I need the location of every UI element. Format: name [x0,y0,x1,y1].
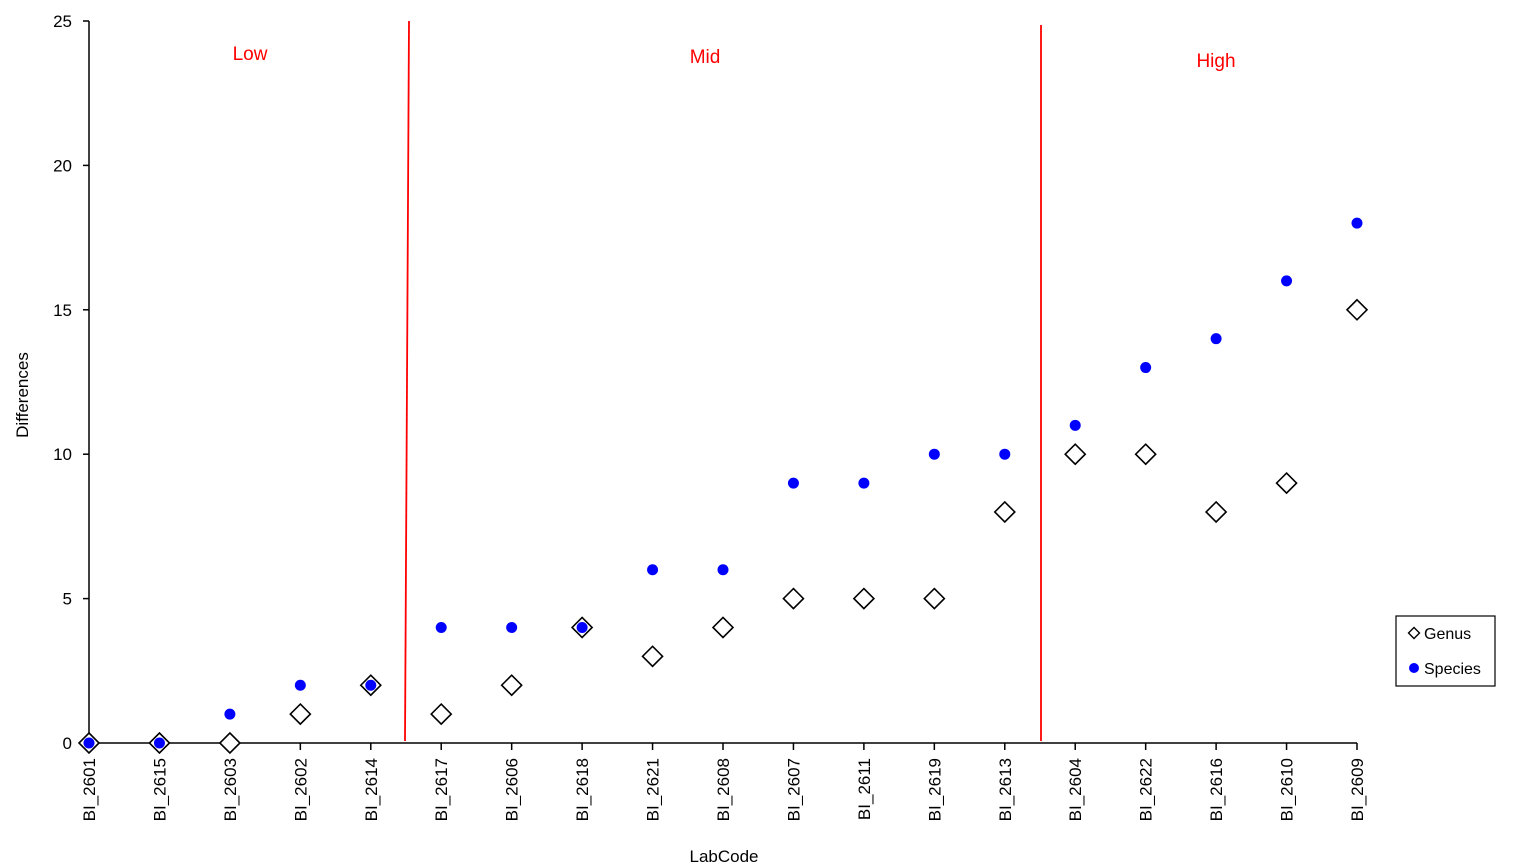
x-tick-label: BI_2619 [925,758,944,821]
species-point [999,448,1011,460]
genus-point [1064,443,1087,466]
x-tick-label: BI_2617 [432,758,451,821]
species-point [1210,333,1222,345]
genus-point [711,616,735,639]
species-point [576,621,588,633]
species-point [928,448,940,460]
region-divider-line [404,20,410,742]
species-point [1351,217,1363,229]
species-point [83,737,95,749]
x-tick-label: BI_2621 [644,758,663,821]
x-tick-label: BI_2622 [1137,758,1156,821]
x-tick-label: BI_2601 [80,758,99,821]
y-tick-label: 5 [63,590,72,609]
axes: 0 5 10 15 20 25 BI_2601 BI_2615 BI_2603 BI_2602 BI… [53,12,1367,821]
species-point [365,679,377,691]
x-tick-label: BI_2603 [221,758,240,821]
y-tick-label: 25 [53,12,72,31]
y-tick-label: 20 [53,156,72,175]
genus-point [430,702,453,726]
x-tick-label: BI_2616 [1207,758,1226,821]
genus-point [993,500,1016,524]
genus-point [1134,443,1157,466]
genus-point [641,645,664,668]
y-tick-label: 15 [53,301,72,320]
genus-point [1204,500,1228,524]
x-tick-label: BI_2613 [996,758,1015,821]
species-point [858,477,870,489]
x-tick-label: BI_2615 [150,758,169,821]
x-tick-label: BI_2611 [855,758,874,820]
region-label-mid: Mid [690,47,721,68]
x-tick-label: BI_2602 [291,758,310,821]
genus-point [500,674,523,697]
x-tick-label: BI_2604 [1066,758,1085,821]
genus-point [923,587,946,610]
species-point [787,477,799,489]
genus-point [1275,471,1298,495]
legend-species-label: Species [1424,661,1481,678]
data-points [77,217,1369,755]
species-point [717,564,729,576]
legend-box [1395,615,1496,687]
legend-genus-marker [1407,626,1421,640]
region-labels: Low Mid High [233,44,1236,72]
genus-point [1345,298,1369,321]
region-dividers [404,20,1042,742]
region-label-high: High [1196,51,1235,72]
species-point [647,564,659,576]
species-point [435,621,447,633]
x-tick-label: BI_2618 [573,758,592,821]
species-point [1140,362,1152,374]
x-tick-label: BI_2607 [784,758,803,821]
legend-species-marker [1409,663,1419,673]
genus-point [852,587,876,610]
x-tick-label: BI_2610 [1278,758,1297,821]
x-tick-label: BI_2609 [1348,758,1367,821]
legend-genus-label: Genus [1424,626,1471,643]
species-point [1281,275,1293,287]
species-point [506,621,518,633]
species-point [224,708,236,720]
genus-point [218,731,242,755]
genus-point [782,587,805,610]
y-axis-title: Differences [13,352,32,438]
x-tick-label: BI_2614 [362,758,381,821]
species-point [1069,419,1081,431]
y-tick-label: 10 [53,445,72,464]
y-tick-label: 0 [63,734,72,753]
genus-point [289,702,312,726]
x-axis-title: LabCode [689,847,758,866]
species-point [294,679,306,691]
x-tick-label: BI_2608 [714,758,733,821]
species-point [153,737,165,749]
legend: Genus Species [1395,615,1496,687]
x-tick-label: BI_2606 [503,758,522,821]
region-label-low: Low [233,44,268,65]
